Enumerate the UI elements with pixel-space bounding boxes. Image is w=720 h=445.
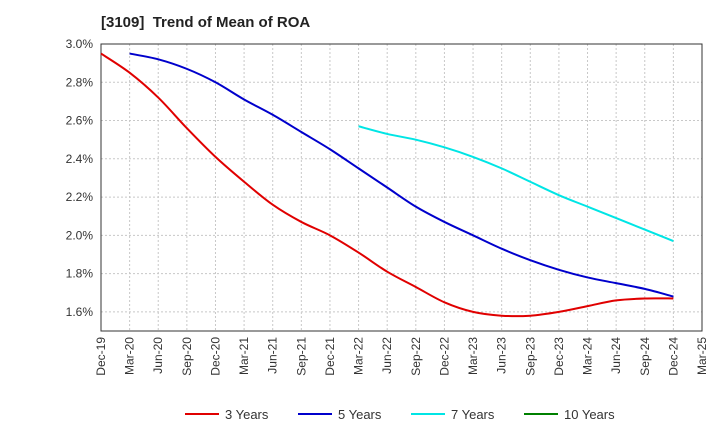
x-tick-label: Mar-20 (123, 337, 137, 375)
legend-label-7-years: 7 Years (451, 407, 495, 422)
x-tick-label: Dec-19 (94, 337, 108, 376)
series-line-5-years (129, 52, 674, 298)
x-tick-label: Mar-24 (581, 337, 595, 375)
x-tick-label: Mar-21 (237, 337, 251, 375)
legend-label-3-years: 3 Years (225, 407, 269, 422)
x-tick-label: Dec-22 (437, 337, 451, 376)
x-tick-label: Jun-24 (609, 337, 623, 374)
x-tick-label: Jun-22 (380, 337, 394, 374)
plot-frame (100, 43, 703, 332)
y-tick-label: 2.4% (66, 152, 94, 166)
y-tick-label: 2.6% (66, 114, 94, 128)
y-tick-label: 2.2% (66, 190, 94, 204)
x-tick-label: Sep-22 (409, 337, 423, 376)
x-tick-label: Sep-20 (180, 337, 194, 376)
y-tick-label: 1.8% (66, 267, 94, 281)
x-tick-label: Dec-24 (666, 337, 680, 376)
y-tick-label: 3.0% (66, 37, 94, 51)
x-tick-label: Jun-23 (495, 337, 509, 374)
x-tick-label: Dec-20 (208, 337, 222, 376)
y-tick-label: 1.6% (66, 305, 94, 319)
x-tick-label: Mar-22 (352, 337, 366, 375)
series-line-7-years (358, 125, 674, 243)
legend-label-10-years: 10 Years (564, 407, 615, 422)
x-tick-label: Dec-21 (323, 337, 337, 376)
x-tick-label: Sep-24 (638, 337, 652, 376)
legend-label-5-years: 5 Years (338, 407, 382, 422)
x-tick-label: Mar-23 (466, 337, 480, 375)
x-tick-label: Jun-21 (266, 337, 280, 374)
y-tick-label: 2.0% (66, 228, 94, 242)
series-line-3-years (100, 52, 674, 318)
x-tick-label: Dec-23 (552, 337, 566, 376)
x-tick-label: Mar-25 (695, 337, 709, 375)
chart-title: [3109] Trend of Mean of ROA (101, 14, 311, 31)
y-tick-label: 2.8% (66, 75, 94, 89)
x-tick-label: Jun-20 (151, 337, 165, 374)
x-tick-label: Sep-23 (523, 337, 537, 376)
x-tick-label: Sep-21 (294, 337, 308, 376)
